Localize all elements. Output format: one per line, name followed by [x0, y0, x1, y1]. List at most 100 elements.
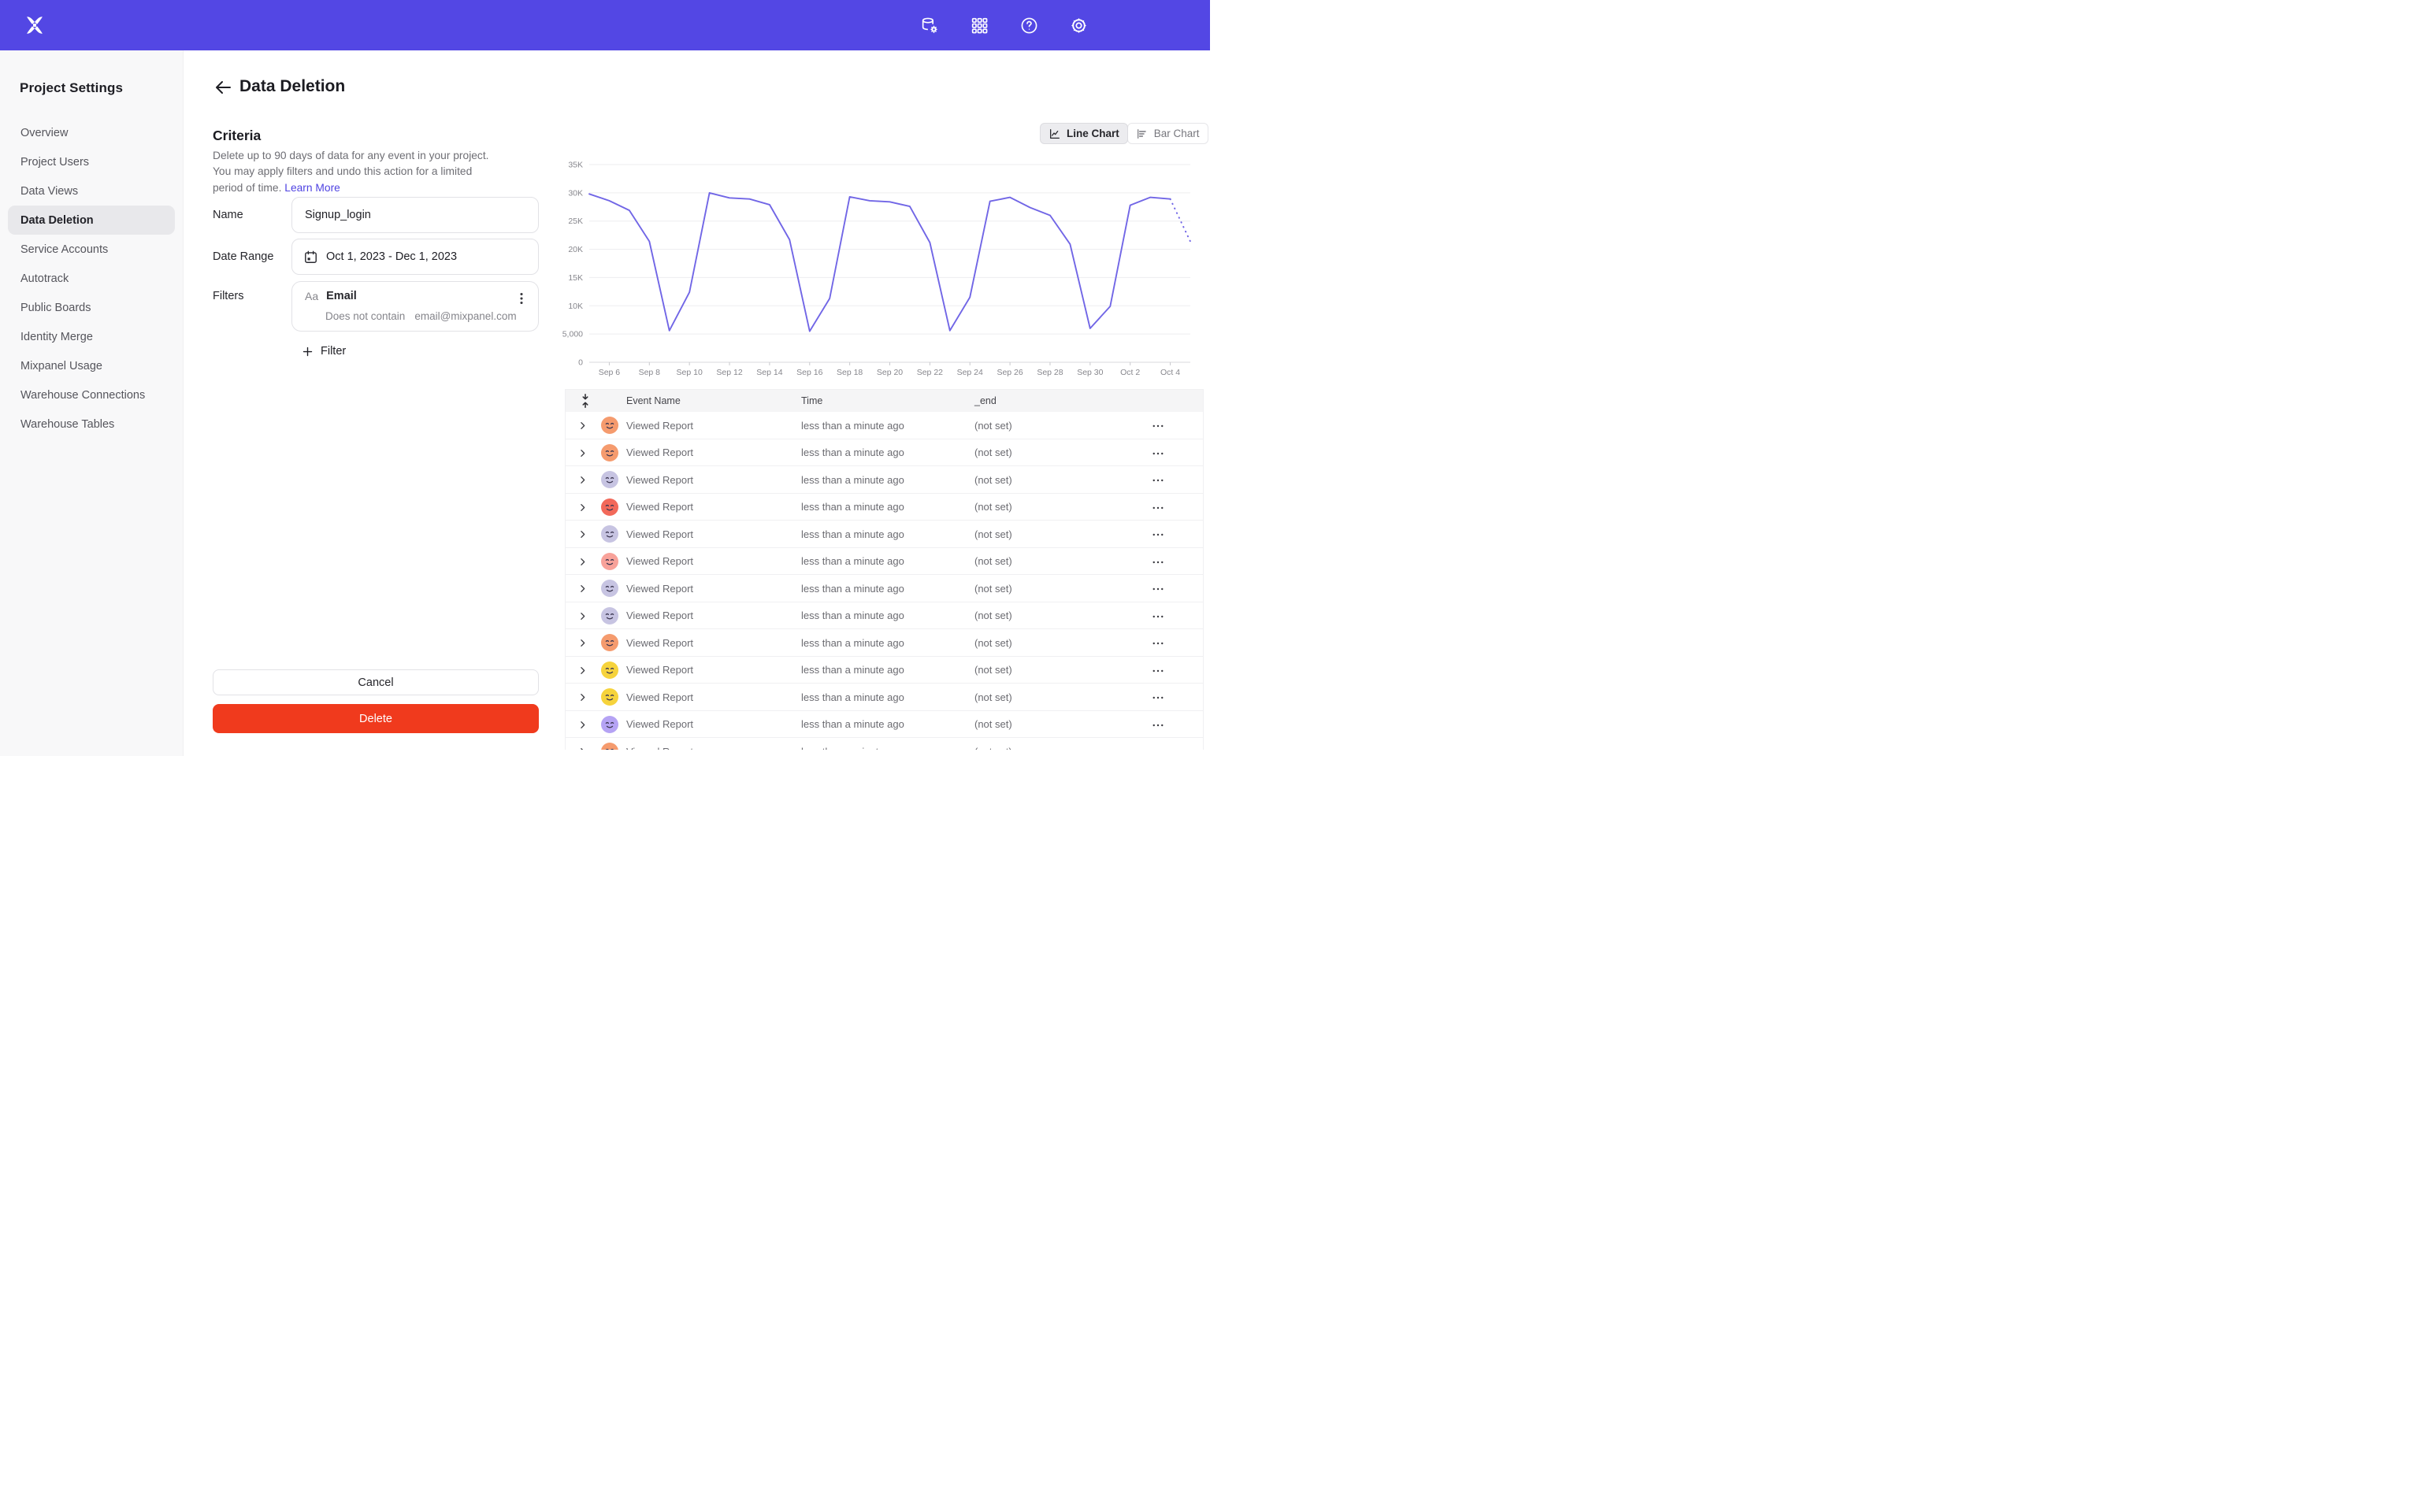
sidebar-menu: Overview Project Users Data Views Data Dele…: [8, 118, 175, 439]
event-name-cell: Viewed Report: [626, 419, 694, 432]
event-name-cell: Viewed Report: [626, 528, 694, 540]
sidebar-item-overview[interactable]: Overview: [20, 126, 69, 139]
user-avatar: [601, 443, 618, 461]
x-axis-label: Sep 16: [796, 368, 822, 377]
row-actions-icon[interactable]: [1151, 664, 1165, 678]
filter-operator[interactable]: Does not contain: [325, 310, 406, 322]
event-name-cell: Viewed Report: [626, 473, 694, 486]
x-axis-label: Sep 6: [599, 368, 621, 377]
row-actions-icon[interactable]: [1151, 473, 1165, 487]
sidebar-item-autotrack[interactable]: Autotrack: [20, 272, 69, 285]
time-cell: less than a minute ago: [801, 582, 904, 595]
time-cell: less than a minute ago: [801, 447, 904, 459]
y-axis-label: 35K: [568, 161, 583, 170]
expand-row-icon[interactable]: [577, 475, 588, 485]
line-chart-label: Line Chart: [1067, 128, 1119, 139]
user-avatar: [601, 525, 618, 543]
topbar-actions: [919, 0, 1089, 50]
filter-kebab-menu-icon[interactable]: [513, 290, 530, 307]
event-name-cell: Viewed Report: [626, 738, 693, 750]
sidebar-item-mixpanel-usage[interactable]: Mixpanel Usage: [20, 359, 102, 372]
row-actions-icon[interactable]: [1151, 610, 1165, 624]
data-management-icon[interactable]: [919, 15, 940, 35]
line-series-projection: [1169, 198, 1191, 243]
row-actions-icon[interactable]: [1151, 745, 1165, 750]
sidebar-item-data-views[interactable]: Data Views: [20, 184, 79, 198]
end-cell: (not set): [974, 738, 1012, 750]
time-cell: less than a minute ago: [801, 691, 904, 703]
expand-row-icon[interactable]: [577, 421, 588, 431]
expand-row-icon[interactable]: [577, 611, 588, 621]
filter-property: Email: [326, 290, 357, 302]
x-axis-label: Sep 28: [1037, 368, 1063, 377]
table-row: Viewed Report less than a minute ago (not …: [566, 439, 1203, 466]
apps-grid-icon[interactable]: [969, 15, 989, 35]
header-event-name[interactable]: Event Name: [626, 395, 681, 406]
y-axis-label: 30K: [568, 188, 583, 198]
x-axis-label: Sep 20: [877, 368, 903, 377]
events-table-header: Event Name Time _end: [566, 390, 1203, 412]
row-actions-icon[interactable]: [1151, 447, 1165, 461]
row-actions-icon[interactable]: [1151, 718, 1165, 732]
row-actions-icon[interactable]: [1151, 528, 1165, 542]
expand-row-icon[interactable]: [577, 638, 588, 648]
collapse-rows-icon[interactable]: [577, 392, 594, 410]
x-axis-label: Oct 4: [1160, 368, 1180, 377]
filters-label: Filters: [213, 290, 244, 302]
event-name-cell: Viewed Report: [626, 582, 694, 595]
expand-row-icon[interactable]: [577, 448, 588, 458]
row-actions-icon[interactable]: [1151, 555, 1165, 569]
user-avatar: [601, 552, 618, 570]
sidebar-item-warehouse-connections[interactable]: Warehouse Connections: [20, 388, 146, 402]
expand-row-icon[interactable]: [577, 747, 588, 750]
page-title: Data Deletion: [239, 77, 346, 95]
row-actions-icon[interactable]: [1151, 691, 1165, 705]
sidebar-item-warehouse-tables[interactable]: Warehouse Tables: [20, 417, 115, 431]
expand-row-icon[interactable]: [577, 557, 588, 567]
sidebar-item-data-deletion[interactable]: Data Deletion: [8, 206, 175, 235]
sidebar-item-public-boards[interactable]: Public Boards: [20, 301, 91, 314]
mixpanel-logo-icon[interactable]: [20, 11, 49, 39]
delete-button[interactable]: Delete: [213, 704, 539, 733]
expand-row-icon[interactable]: [577, 584, 588, 594]
date-range-picker[interactable]: Oct 1, 2023 - Dec 1, 2023: [291, 239, 539, 275]
x-axis-label: Sep 8: [639, 368, 661, 377]
row-actions-icon[interactable]: [1151, 636, 1165, 650]
filter-value[interactable]: email@mixpanel.com: [414, 310, 517, 322]
row-actions-icon[interactable]: [1151, 582, 1165, 596]
user-avatar: [601, 580, 618, 597]
expand-row-icon[interactable]: [577, 692, 588, 702]
x-axis-label: Sep 26: [997, 368, 1023, 377]
event-name-cell: Viewed Report: [626, 636, 694, 649]
add-filter-button[interactable]: Filter: [302, 345, 346, 358]
sidebar-item-project-users[interactable]: Project Users: [20, 155, 90, 169]
table-row: Viewed Report less than a minute ago (not …: [566, 494, 1203, 521]
back-arrow-icon[interactable]: [213, 78, 232, 97]
row-actions-icon[interactable]: [1151, 419, 1165, 433]
expand-row-icon[interactable]: [577, 665, 588, 676]
sidebar-item-identity-merge[interactable]: Identity Merge: [20, 330, 93, 343]
row-actions-icon[interactable]: [1151, 501, 1165, 515]
header-end[interactable]: _end: [974, 395, 997, 406]
name-input[interactable]: [292, 209, 538, 221]
sidebar-item-service-accounts[interactable]: Service Accounts: [20, 243, 109, 256]
user-avatar: [601, 743, 618, 750]
time-cell: less than a minute ago: [801, 636, 904, 649]
end-cell: (not set): [974, 419, 1012, 432]
line-chart-toggle[interactable]: Line Chart: [1040, 123, 1128, 144]
cancel-button[interactable]: Cancel: [213, 669, 539, 695]
x-axis-label: Sep 22: [917, 368, 943, 377]
expand-row-icon[interactable]: [577, 502, 588, 513]
expand-row-icon[interactable]: [577, 529, 588, 539]
help-icon[interactable]: [1019, 15, 1039, 35]
date-range-value: Oct 1, 2023 - Dec 1, 2023: [326, 250, 458, 263]
y-axis-label: 10K: [568, 302, 583, 311]
expand-row-icon[interactable]: [577, 720, 588, 730]
settings-gear-icon[interactable]: [1068, 15, 1089, 35]
x-axis-label: Sep 12: [716, 368, 742, 377]
learn-more-link[interactable]: Learn More: [284, 181, 340, 194]
bar-chart-toggle[interactable]: Bar Chart: [1126, 123, 1208, 144]
header-time[interactable]: Time: [801, 395, 823, 406]
user-avatar: [601, 715, 618, 733]
bar-chart-icon: [1137, 128, 1146, 139]
